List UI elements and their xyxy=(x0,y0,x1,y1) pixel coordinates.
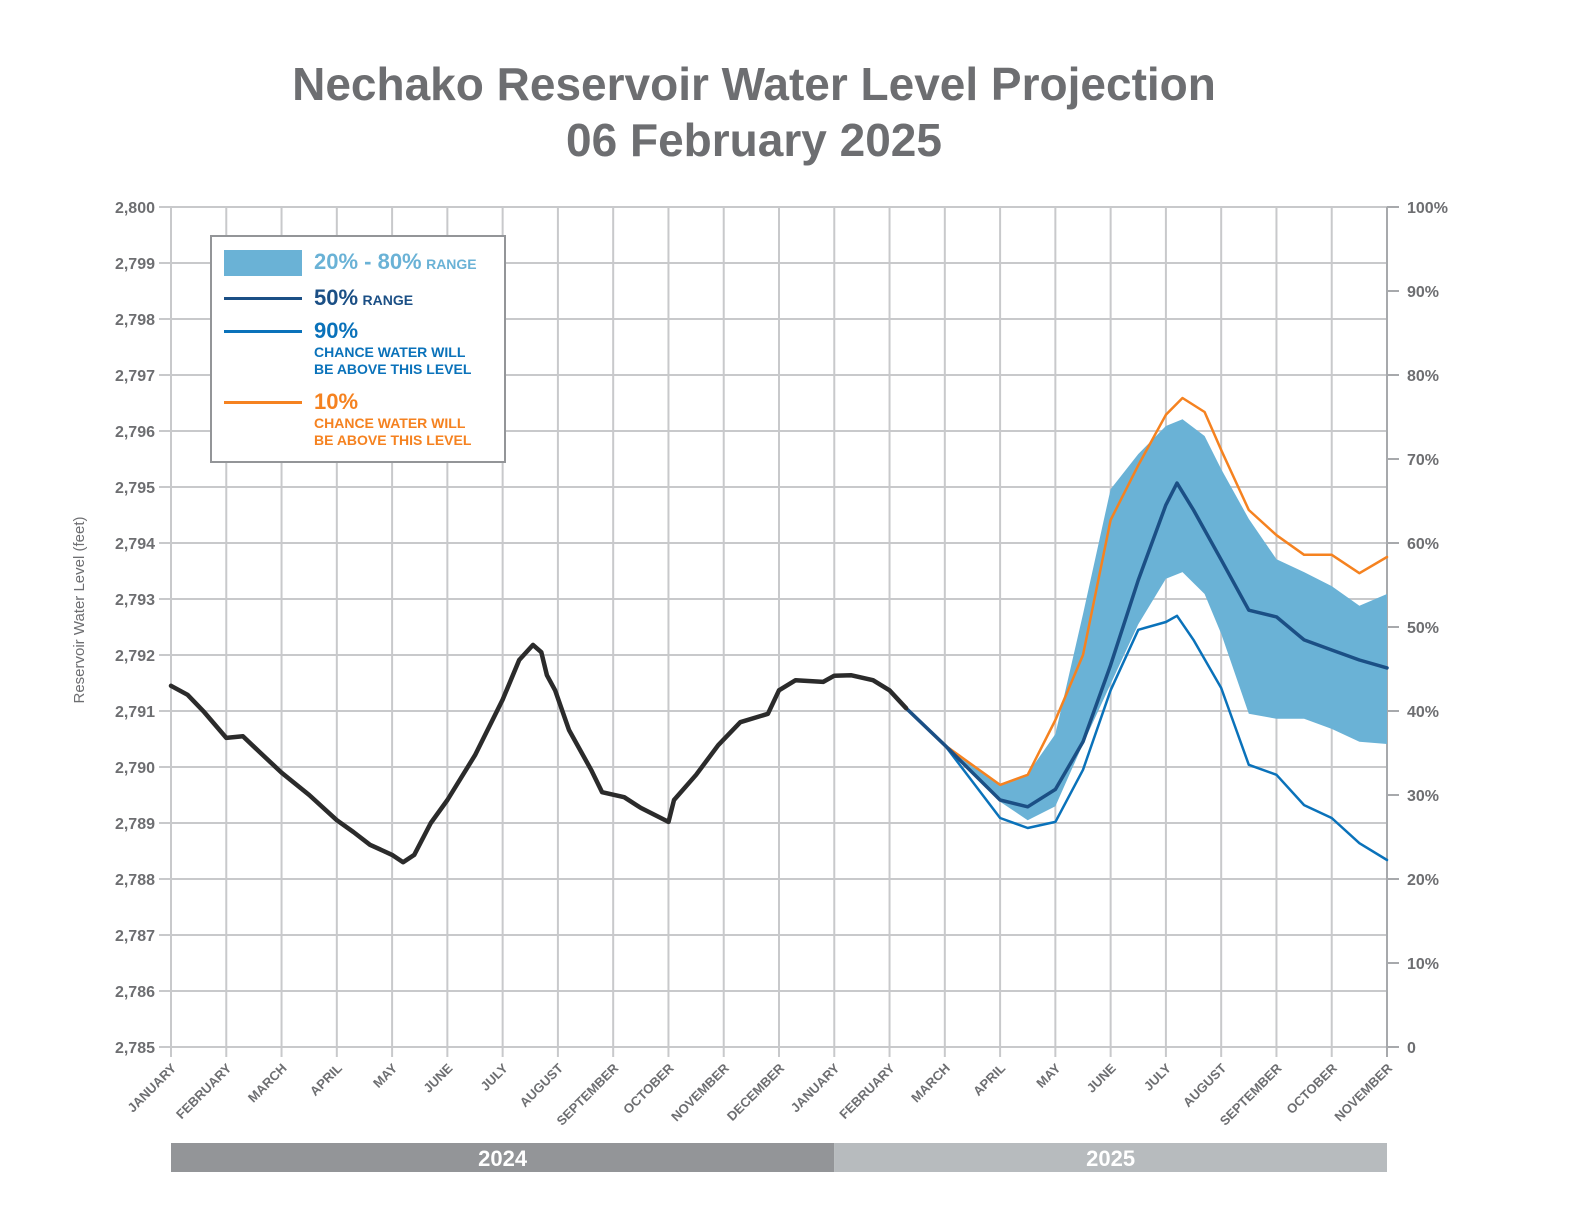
series-50pct xyxy=(904,481,1389,809)
legend-sub2-p10: BE ABOVE THIS LEVEL xyxy=(314,432,472,448)
x-tick-label: FEBRUARY xyxy=(173,1060,235,1122)
x-tick-label: JULY xyxy=(1141,1060,1174,1093)
x-tick-label: JULY xyxy=(477,1060,510,1093)
y2-tick-label: 40% xyxy=(1407,704,1439,721)
y-tick-label: 2,793 xyxy=(115,592,155,609)
y-tick-label: 2,800 xyxy=(115,200,155,217)
y-tick-label: 2,788 xyxy=(115,872,155,889)
series-10pct xyxy=(904,396,1389,787)
x-tick-label: JANUARY xyxy=(788,1060,843,1115)
x-tick-label: JANUARY xyxy=(124,1060,179,1115)
y2-tick-label: 70% xyxy=(1407,452,1439,469)
y2-tick-label: 50% xyxy=(1407,620,1439,637)
x-tick-label: MAY xyxy=(370,1060,400,1090)
x-tick-label: NOVEMBER xyxy=(1331,1060,1395,1124)
y-tick-label: 2,791 xyxy=(115,704,155,721)
y-tick-label: 2,797 xyxy=(115,368,155,385)
series-90pct xyxy=(904,614,1389,862)
y-axis-right: 100% 90% 80% 70% 60% 50% 40% 30% 20% 10% 0 xyxy=(1386,200,1448,1057)
x-tick-label: APRIL xyxy=(307,1060,345,1098)
x-tick-label: JUNE xyxy=(1084,1060,1119,1095)
year-bar: 2024 2025 xyxy=(171,1143,1387,1172)
chart-title: Nechako Reservoir Water Level Projection… xyxy=(0,56,1508,168)
x-tick-label: OCTOBER xyxy=(620,1060,677,1117)
legend-sub2-p90: BE ABOVE THIS LEVEL xyxy=(314,361,472,377)
legend-sub1-p10: CHANCE WATER WILL xyxy=(314,415,466,431)
y-tick-label: 2,785 xyxy=(115,1040,155,1057)
x-tick-label: MAY xyxy=(1033,1060,1063,1090)
chart-subtitle: 06 February 2025 xyxy=(566,114,942,166)
grid xyxy=(159,206,1388,1057)
legend-swatch-p10 xyxy=(224,401,302,404)
x-tick-label: JUNE xyxy=(420,1060,455,1095)
y2-tick-label: 80% xyxy=(1407,368,1439,385)
y-tick-label: 2,794 xyxy=(115,536,155,553)
legend-label-p90: 90% xyxy=(314,318,359,343)
x-tick-label: AUGUST xyxy=(517,1060,566,1109)
y-tick-label: 2,786 xyxy=(115,984,155,1001)
x-tick-label: MARCH xyxy=(908,1061,953,1106)
y2-tick-label: 30% xyxy=(1407,788,1439,805)
legend-sub1-p90: CHANCE WATER WILL xyxy=(314,344,466,360)
legend-suffix-p50: RANGE xyxy=(362,292,414,308)
series-historical xyxy=(168,642,909,865)
y-tick-label: 2,799 xyxy=(115,256,155,273)
year-label-2024: 2024 xyxy=(478,1146,528,1171)
y2-tick-label: 100% xyxy=(1407,200,1448,217)
legend-label-band: 20% - 80% xyxy=(314,249,422,274)
legend: 20% - 80% RANGE 50% RANGE 90% CHANCE WAT… xyxy=(210,235,506,463)
legend-label-p50: 50% xyxy=(314,285,359,310)
y-tick-label: 2,787 xyxy=(115,928,155,945)
legend-label-p10: 10% xyxy=(314,389,359,414)
x-tick-label: DECEMBER xyxy=(724,1060,788,1124)
y-axis-left: 2,800 2,799 2,798 2,797 2,796 2,795 2,794 2,793… xyxy=(115,200,155,1057)
y2-tick-label: 20% xyxy=(1407,872,1439,889)
year-segment-2024 xyxy=(171,1143,835,1172)
x-tick-label: APRIL xyxy=(970,1060,1008,1098)
band-20-80 xyxy=(944,419,1387,821)
x-tick-label: NOVEMBER xyxy=(668,1060,732,1124)
y-tick-label: 2,795 xyxy=(115,480,155,497)
y-tick-label: 2,789 xyxy=(115,816,155,833)
x-tick-label: FEBRUARY xyxy=(836,1060,898,1122)
y-tick-label: 2,796 xyxy=(115,424,155,441)
chart-title-line1: Nechako Reservoir Water Level Projection xyxy=(292,58,1216,110)
x-tick-label: AUGUST xyxy=(1180,1060,1229,1109)
plot-area xyxy=(168,396,1389,865)
year-label-2025: 2025 xyxy=(1086,1146,1135,1171)
y-tick-label: 2,798 xyxy=(115,312,155,329)
legend-suffix-band: RANGE xyxy=(426,256,477,272)
y-axis-label: Reservoir Water Level (feet) xyxy=(71,516,88,703)
x-tick-label: OCTOBER xyxy=(1283,1060,1340,1117)
year-segment-2025 xyxy=(834,1143,1387,1172)
x-tick-label: MARCH xyxy=(245,1061,290,1106)
y2-tick-label: 10% xyxy=(1407,956,1439,973)
y-tick-label: 2,790 xyxy=(115,760,155,777)
y2-tick-label: 60% xyxy=(1407,536,1439,553)
y2-tick-label: 90% xyxy=(1407,284,1439,301)
y-tick-label: 2,792 xyxy=(115,648,155,665)
y2-tick-label: 0 xyxy=(1407,1040,1416,1057)
legend-swatch-p90 xyxy=(224,330,302,333)
legend-swatch-p50 xyxy=(224,297,302,300)
legend-swatch-band xyxy=(224,250,302,276)
